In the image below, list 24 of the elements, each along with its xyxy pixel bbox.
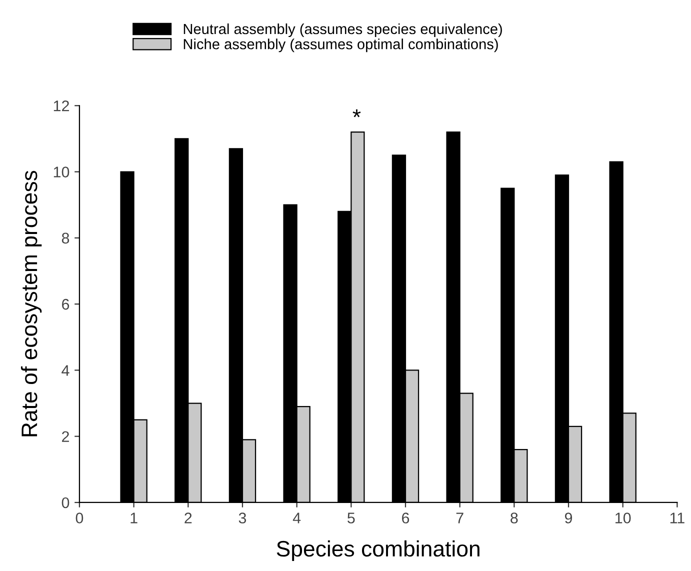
x-tick-label: 7: [456, 512, 464, 524]
x-tick-label: 2: [184, 512, 192, 524]
x-tick-label: 10: [616, 512, 631, 524]
y-tick-label: 12: [54, 100, 69, 112]
x-tick-label: 11: [670, 512, 684, 524]
y-tick-label: 2: [62, 431, 69, 442]
y-tick-label: 4: [62, 365, 70, 376]
x-tick-label: 3: [238, 512, 246, 524]
x-tick-label: 6: [402, 512, 410, 524]
x-tick-label: 0: [76, 512, 84, 524]
x-tick-label: 1: [130, 512, 138, 524]
y-tick-label: 8: [62, 232, 70, 244]
x-axis-title: Species combination: [276, 540, 480, 562]
y-tick-label: 10: [54, 166, 70, 178]
x-tick-label: 9: [564, 512, 572, 524]
x-tick-label: 8: [510, 512, 518, 524]
y-tick-label: 0: [62, 497, 70, 508]
x-tick-label: 5: [348, 512, 355, 524]
legend-label: Neutral assembly (assumes species equivalence): [184, 23, 502, 38]
legend-label: Niche assembly (assumes optimal combinations): [184, 38, 498, 52]
annotation: *: [352, 109, 361, 118]
y-axis-title: Rate of ecosystem process: [20, 170, 42, 436]
x-tick-label: 4: [292, 512, 301, 524]
y-tick-label: 6: [62, 298, 70, 310]
